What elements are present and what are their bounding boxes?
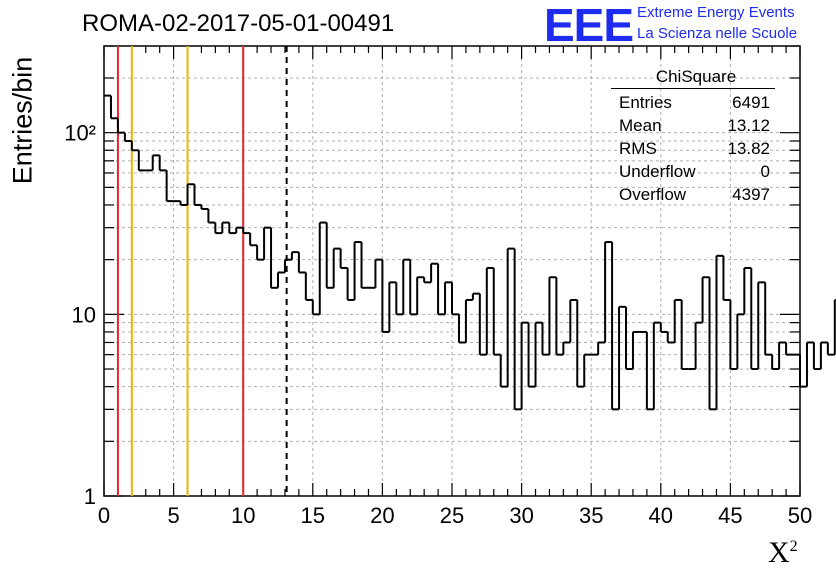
x-tick-label: 50 bbox=[788, 503, 812, 528]
x-tick-label: 20 bbox=[370, 503, 394, 528]
logo-line-1: Extreme Energy Events bbox=[637, 4, 795, 21]
x-tick-label: 15 bbox=[301, 503, 325, 528]
stats-row-entries: Entries 6491 bbox=[619, 93, 770, 112]
x-tick-label: 40 bbox=[649, 503, 673, 528]
y-tick-label: 10² bbox=[64, 121, 96, 146]
stats-title: ChiSquare bbox=[611, 66, 775, 89]
stats-row-overflow: Overflow 4397 bbox=[619, 185, 770, 204]
x-tick-label: 45 bbox=[718, 503, 742, 528]
y-axis-label: Entries/bin bbox=[7, 56, 38, 185]
chart-title: ROMA-02-2017-05-01-00491 bbox=[82, 10, 395, 37]
x-tick-label: 35 bbox=[579, 503, 603, 528]
stats-row-underflow: Underflow 0 bbox=[619, 162, 770, 181]
x-tick-label: 5 bbox=[167, 503, 179, 528]
y-tick-label: 10 bbox=[72, 302, 96, 327]
y-tick-label: 1 bbox=[84, 484, 96, 509]
grid bbox=[104, 46, 800, 496]
stats-box: ChiSquare Entries 6491 Mean 13.12 RMS 13.82… bbox=[611, 66, 775, 206]
tick-labels: 0 5 10 15 20 25 30 35 40 45 50 1 10 10² bbox=[64, 121, 812, 528]
stats-row-rms: RMS 13.82 bbox=[619, 139, 770, 158]
x-tick-label: 10 bbox=[231, 503, 255, 528]
histogram bbox=[104, 94, 836, 411]
stats-row-mean: Mean 13.12 bbox=[619, 116, 770, 135]
x-tick-label: 0 bbox=[98, 503, 110, 528]
y-axis-label-box: Entries/bin bbox=[6, 57, 40, 190]
reference-lines bbox=[116, 46, 288, 496]
eee-logo: EEE bbox=[544, 0, 634, 51]
axes bbox=[103, 45, 801, 497]
logo-line-2: La Scienza nelle Scuole bbox=[637, 25, 798, 42]
x-tick-label: 25 bbox=[440, 503, 464, 528]
x-tick-label: 30 bbox=[509, 503, 533, 528]
x-axis-label: X2 bbox=[768, 536, 798, 569]
